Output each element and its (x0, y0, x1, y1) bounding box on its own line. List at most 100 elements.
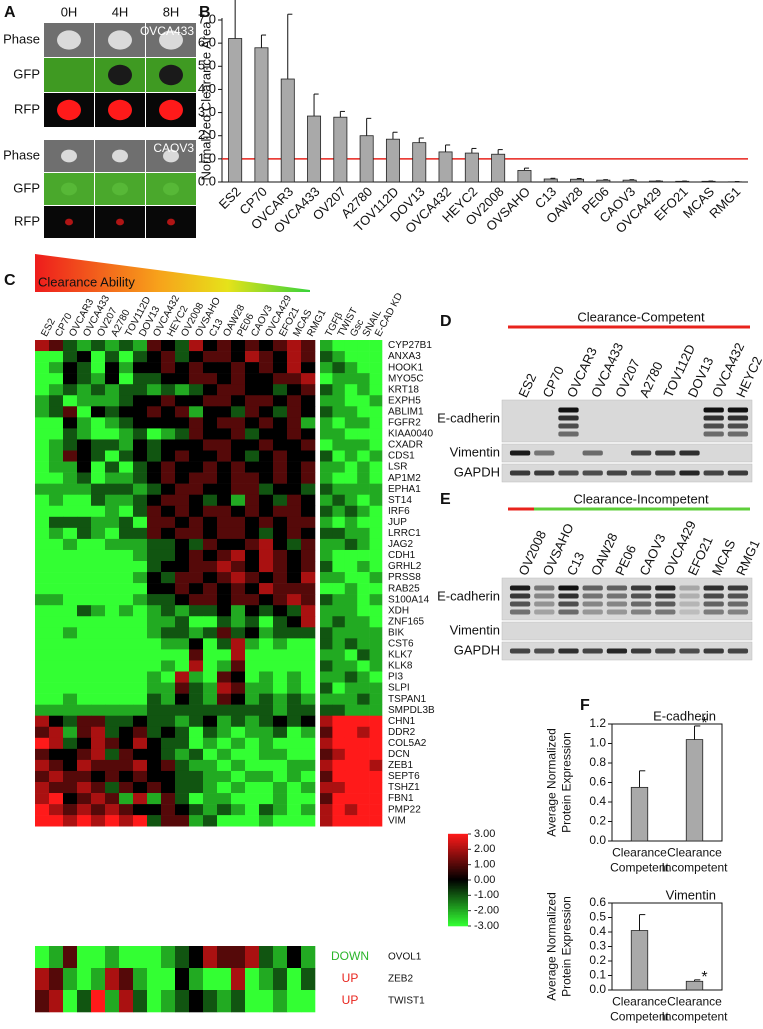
heatmap-cell (344, 737, 358, 750)
heatmap-cell (49, 450, 64, 462)
heatmap-cell (91, 549, 106, 562)
heatmap-cell (49, 782, 64, 794)
row-label: ZNF165 (388, 616, 425, 627)
heatmap-cell (217, 483, 232, 495)
heatmap-cell (63, 549, 78, 562)
heatmap-cell (273, 549, 288, 562)
heatmap-cell (217, 804, 232, 816)
heatmap-cell (119, 406, 134, 418)
y-tick-label: 0.8 (589, 755, 606, 769)
heatmap-cell (245, 527, 260, 540)
heatmap-cell (133, 815, 148, 827)
heatmap-cell (147, 671, 162, 683)
heatmap-cell (189, 715, 204, 728)
heatmap-cell (63, 340, 78, 352)
micrograph (44, 140, 94, 172)
micrograph (146, 173, 196, 205)
heatmap-cell (175, 384, 190, 396)
heatmap-cell (301, 450, 316, 462)
heatmap-cell (357, 804, 370, 816)
heatmap-cell (231, 638, 246, 650)
channel-label: GFP (13, 180, 40, 195)
heatmap-cell (320, 417, 333, 429)
micrograph (146, 23, 196, 57)
micrograph (44, 93, 94, 127)
bar (280, 78, 295, 183)
row-label: OVOL1 (388, 952, 422, 963)
heatmap-cell (320, 527, 333, 540)
heatmap-cell (189, 968, 204, 991)
heatmap-cell (332, 461, 346, 473)
heatmap-cell (344, 715, 358, 728)
heatmap-cell (133, 483, 148, 495)
heatmap-cell (231, 428, 246, 440)
heatmap-cell (133, 782, 148, 794)
heatmap-cell (147, 561, 162, 573)
heatmap-cell (245, 693, 260, 705)
heatmap-cell (63, 627, 78, 639)
heatmap-cell (287, 362, 302, 374)
blot-band (558, 601, 579, 607)
channel-label: Phase (3, 31, 40, 46)
heatmap-cell (133, 362, 148, 374)
heatmap-cell (35, 737, 50, 750)
heatmap-cell (231, 968, 246, 991)
heatmap-cell (133, 516, 148, 529)
heatmap-cell (63, 704, 78, 716)
heatmap-cell (332, 682, 346, 694)
colorbar-step (448, 856, 468, 859)
heatmap-cell (77, 561, 92, 573)
row-label: DDR2 (388, 727, 416, 738)
heatmap-cell (35, 605, 50, 617)
y-tick-label: 2.0 (198, 127, 216, 142)
y-tick-label: 6.0 (198, 35, 216, 50)
heatmap-cell (91, 395, 106, 407)
heatmap-cell (189, 516, 204, 529)
heatmap-cell (231, 649, 246, 661)
heatmap-cell (161, 461, 176, 473)
blot-band (679, 470, 700, 476)
heatmap-cell (189, 417, 204, 429)
heatmap-cell (35, 340, 50, 352)
heatmap-cell (369, 505, 383, 518)
heatmap-cell (119, 538, 134, 551)
heatmap-cell (175, 561, 190, 573)
heatmap-cell (231, 450, 246, 462)
cell-cluster (65, 218, 73, 226)
bar (491, 153, 506, 183)
heatmap-cell (63, 671, 78, 683)
heatmap-cell (344, 406, 358, 418)
heatmap-cell (189, 439, 204, 451)
heatmap-cell (245, 649, 260, 661)
heatmap-cell (301, 561, 316, 573)
heatmap-cell (161, 505, 176, 518)
heatmap-cell (273, 505, 288, 518)
heatmap-cell (332, 450, 346, 462)
heatmap-cell (301, 804, 316, 816)
heatmap-cell (369, 538, 383, 551)
heatmap-cell (175, 782, 190, 794)
heatmap-cell (273, 759, 288, 772)
row-label: ST14 (388, 495, 412, 506)
heatmap-cell (301, 605, 316, 617)
heatmap-cell (35, 549, 50, 562)
heatmap-cell (369, 671, 383, 683)
row-label: HOOK1 (388, 362, 423, 373)
heatmap-cell (133, 793, 148, 805)
heatmap-cell (231, 804, 246, 816)
row-label: CXADR (388, 440, 423, 451)
heatmap-cell (287, 572, 302, 584)
row-label: XDH (388, 605, 409, 616)
heatmap-cell (175, 748, 190, 761)
heatmap-cell (63, 616, 78, 628)
heatmap-cell (49, 704, 64, 716)
heatmap-cell (119, 704, 134, 716)
heatmap-cell (91, 351, 106, 363)
heatmap-cell (105, 406, 120, 418)
cell-cluster (108, 99, 132, 121)
heatmap-cell (119, 450, 134, 462)
heatmap-cell (231, 704, 246, 716)
blot-band (727, 593, 749, 599)
heatmap-cell (49, 505, 64, 518)
heatmap-cell (35, 494, 50, 507)
